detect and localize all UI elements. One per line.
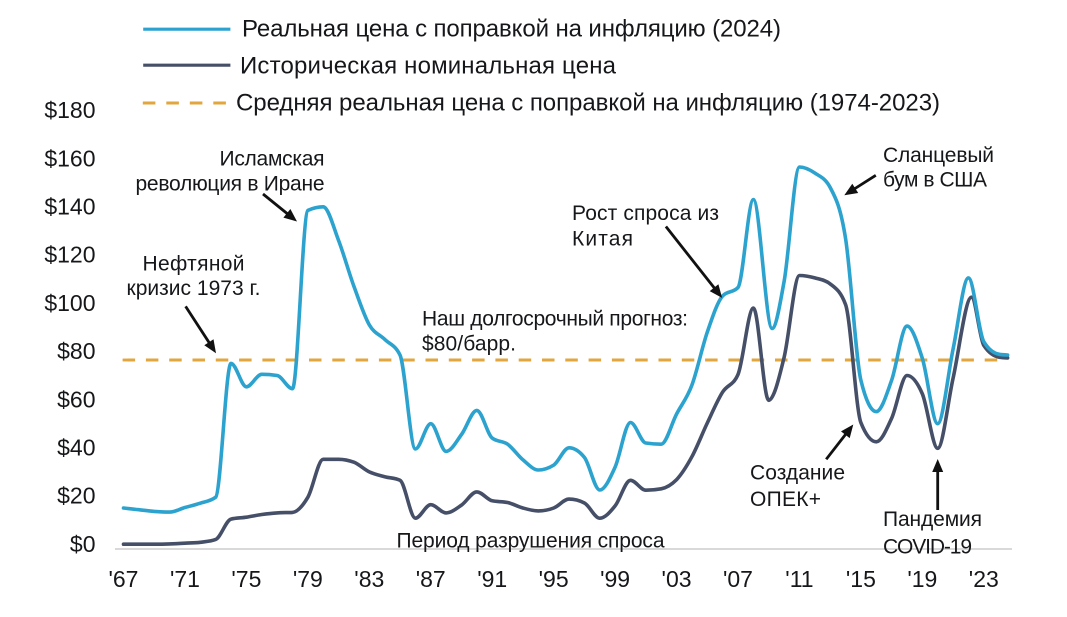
svg-text:'91: '91 — [477, 566, 507, 592]
svg-text:COVID-19: COVID-19 — [883, 535, 972, 558]
svg-text:'03: '03 — [662, 566, 692, 592]
svg-text:Сланцевый: Сланцевый — [883, 144, 994, 167]
svg-text:$180: $180 — [44, 97, 95, 123]
svg-text:'99: '99 — [600, 566, 630, 592]
svg-text:Рост спроса из: Рост спроса из — [572, 202, 719, 225]
svg-text:$0: $0 — [70, 531, 96, 557]
svg-text:'07: '07 — [723, 566, 753, 592]
svg-text:'23: '23 — [969, 566, 999, 592]
svg-text:'11: '11 — [785, 566, 813, 592]
svg-text:'83: '83 — [354, 566, 384, 592]
svg-text:Период разрушения спроса: Период разрушения спроса — [397, 529, 665, 552]
svg-text:'87: '87 — [416, 566, 446, 592]
svg-text:'15: '15 — [846, 566, 876, 592]
svg-text:'71: '71 — [170, 566, 200, 592]
svg-text:$140: $140 — [44, 194, 95, 220]
svg-text:$100: $100 — [44, 290, 95, 316]
svg-text:$20: $20 — [57, 483, 95, 509]
svg-text:'79: '79 — [293, 566, 323, 592]
svg-text:'95: '95 — [539, 566, 569, 592]
svg-text:ОПЕК+: ОПЕК+ — [750, 488, 821, 511]
svg-text:Реальная цена с поправкой на и: Реальная цена с поправкой на инфляцию (2… — [242, 16, 781, 43]
svg-text:$80/барр.: $80/барр. — [422, 333, 516, 356]
svg-text:кризис 1973 г.: кризис 1973 г. — [127, 277, 261, 300]
svg-text:Создание: Создание — [750, 462, 845, 485]
svg-text:Наш долгосрочный прогноз:: Наш долгосрочный прогноз: — [422, 308, 688, 331]
svg-text:Нефтяной: Нефтяной — [143, 253, 245, 276]
svg-text:бум в США: бум в США — [883, 169, 987, 192]
svg-text:$120: $120 — [44, 242, 95, 268]
svg-text:$40: $40 — [57, 435, 95, 461]
svg-text:$60: $60 — [57, 386, 95, 412]
svg-text:Китая: Китая — [572, 228, 633, 251]
svg-text:'19: '19 — [907, 566, 937, 592]
svg-text:$160: $160 — [44, 145, 95, 171]
svg-text:'67: '67 — [109, 566, 139, 592]
svg-text:Историческая номинальная цена: Историческая номинальная цена — [240, 53, 617, 80]
svg-text:Исламская: Исламская — [220, 148, 325, 171]
svg-text:Средняя реальная цена с поправ: Средняя реальная цена с поправкой на инф… — [236, 90, 940, 117]
svg-text:'75: '75 — [231, 566, 261, 592]
svg-text:Пандемия: Пандемия — [883, 508, 982, 531]
svg-text:революция в Иране: революция в Иране — [136, 173, 325, 196]
svg-text:$80: $80 — [57, 338, 95, 364]
